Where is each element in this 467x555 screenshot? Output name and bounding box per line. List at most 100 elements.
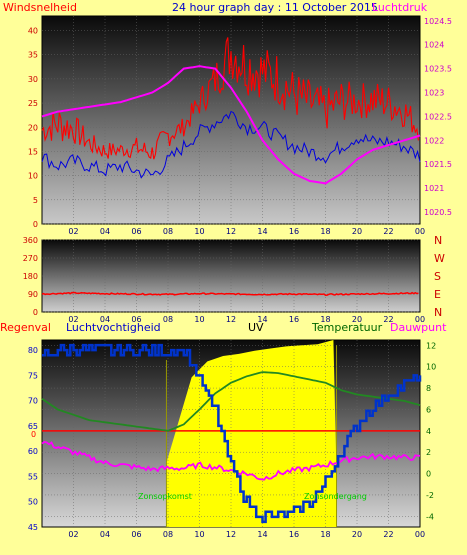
- x-tick-label: 16: [289, 530, 299, 539]
- left-tick-label: 360: [23, 236, 38, 245]
- right-tick-label: 12: [426, 341, 436, 350]
- panel-direction-series: [41, 291, 419, 296]
- rain-label: Regenval: [0, 321, 51, 334]
- right-tick-label: 1021: [424, 184, 444, 193]
- x-tick-label: 02: [68, 530, 78, 539]
- left-tick-label: 50: [28, 498, 38, 507]
- compass-label: E: [434, 288, 441, 301]
- x-tick-label: 08: [163, 227, 173, 236]
- right-tick-label: 1020.5: [424, 208, 452, 217]
- x-tick-label: 20: [352, 315, 362, 324]
- right-tick-label: 1021.5: [424, 160, 452, 169]
- right-tick-label: 4: [426, 427, 431, 436]
- humidity-label: Luchtvochtigheid: [66, 321, 161, 334]
- panel-humidity-gridlines: [42, 340, 420, 527]
- dewpoint-line: [41, 440, 421, 481]
- x-tick-label: 00: [415, 530, 425, 539]
- compass-label: N: [434, 306, 442, 319]
- panel-humidity-left-axis: 45 50 55 60 65 70 75 80: [28, 346, 38, 532]
- right-tick-label: 1022: [424, 136, 444, 145]
- panel-humidity-right-axis: -4 -2 0 2 4 6 8 10 12: [426, 341, 436, 521]
- x-tick-label: 12: [226, 227, 236, 236]
- right-tick-label: 1022.5: [424, 112, 452, 121]
- uv-area: [166, 340, 337, 527]
- right-tick-label: 1024.5: [424, 17, 452, 26]
- sunrise-label: Zonsopkomst: [138, 492, 192, 501]
- x-tick-label: 14: [257, 315, 267, 324]
- right-tick-label: -2: [426, 491, 434, 500]
- sunset-label: Zonsondergang: [304, 492, 367, 501]
- left-tick-label: 180: [23, 272, 38, 281]
- x-tick-label: 04: [100, 315, 110, 324]
- wind-average-line: [41, 110, 421, 179]
- x-tick-label: 14: [257, 227, 267, 236]
- x-tick-label: 04: [100, 227, 110, 236]
- x-tick-label: 10: [194, 315, 204, 324]
- x-tick-label: 22: [383, 227, 393, 236]
- left-tick-label: 5: [33, 196, 38, 205]
- right-tick-label: 1023: [424, 89, 444, 98]
- left-tick-label: 75: [28, 371, 38, 380]
- x-tick-label: 06: [131, 315, 141, 324]
- panel-wind-x-axis: 02 04 06 08 10 12 14 16 18 20 22 00: [68, 227, 425, 236]
- x-tick-label: 16: [289, 315, 299, 324]
- header-title: 24 hour graph day : 11 October 2015: [172, 1, 378, 14]
- x-tick-label: 06: [131, 227, 141, 236]
- x-tick-label: 22: [383, 530, 393, 539]
- left-tick-label: 270: [23, 254, 38, 263]
- x-tick-label: 18: [320, 315, 330, 324]
- left-tick-label: 30: [28, 75, 38, 84]
- compass-label: N: [434, 234, 442, 247]
- x-tick-label: 10: [194, 530, 204, 539]
- right-tick-label: 10: [426, 363, 436, 372]
- panel-humidity-x-axis: 02 04 06 08 10 12 14 16 18 20 22 00: [68, 530, 425, 539]
- compass-label: W: [434, 252, 445, 265]
- header-left-label: Windsnelheid: [3, 1, 77, 14]
- left-tick-label: 25: [28, 99, 38, 108]
- dewpoint-label: Dauwpunt: [390, 321, 447, 334]
- x-tick-label: 00: [415, 227, 425, 236]
- x-tick-label: 18: [320, 227, 330, 236]
- right-tick-label: 2: [426, 448, 431, 457]
- x-tick-label: 02: [68, 227, 78, 236]
- x-tick-label: 16: [289, 227, 299, 236]
- left-tick-label: 0: [33, 220, 38, 229]
- right-tick-label: 8: [426, 384, 431, 393]
- right-tick-label: -4: [426, 512, 434, 521]
- x-tick-label: 06: [131, 530, 141, 539]
- left-tick-label: 45: [28, 523, 38, 532]
- x-tick-label: 12: [226, 315, 236, 324]
- left-tick-label: 80: [28, 346, 38, 355]
- panel-wind-series: [41, 37, 421, 185]
- x-tick-label: 14: [257, 530, 267, 539]
- panel-wind-background: [41, 15, 421, 225]
- humidity-line: [42, 343, 422, 524]
- left-tick-label: 10: [28, 172, 38, 181]
- x-tick-label: 12: [226, 530, 236, 539]
- left-tick-label: 35: [28, 51, 38, 60]
- left-tick-label: 55: [28, 472, 38, 481]
- x-tick-label: 08: [163, 530, 173, 539]
- left-tick-label: 0: [33, 308, 38, 317]
- compass-label: S: [434, 270, 441, 283]
- x-tick-label: 20: [352, 227, 362, 236]
- right-tick-label: 0: [426, 470, 431, 479]
- right-tick-label: 1023.5: [424, 65, 452, 74]
- panel-humidity-uv-area: [165, 340, 338, 527]
- left-tick-label: 60: [28, 447, 38, 456]
- panel-direction-x-axis: 02 04 06 08 10 12 14 16 18 20 22 00: [68, 315, 425, 324]
- left-tick-label: 20: [28, 123, 38, 132]
- x-tick-label: 08: [163, 315, 173, 324]
- x-tick-label: 04: [100, 530, 110, 539]
- x-tick-label: 02: [68, 315, 78, 324]
- panel-humidity-series: [41, 343, 422, 524]
- x-tick-label: 10: [194, 227, 204, 236]
- left-tick-label: 70: [28, 397, 38, 406]
- header-right-label: Luchtdruk: [372, 1, 428, 14]
- right-tick-label: 6: [426, 405, 431, 414]
- pressure-line: [41, 65, 421, 185]
- panel-wind-right-axis: 1020.5 1021 1021.5 1022 1022.5 1023 1023.5 1024…: [424, 17, 452, 217]
- temperature-line: [41, 371, 421, 432]
